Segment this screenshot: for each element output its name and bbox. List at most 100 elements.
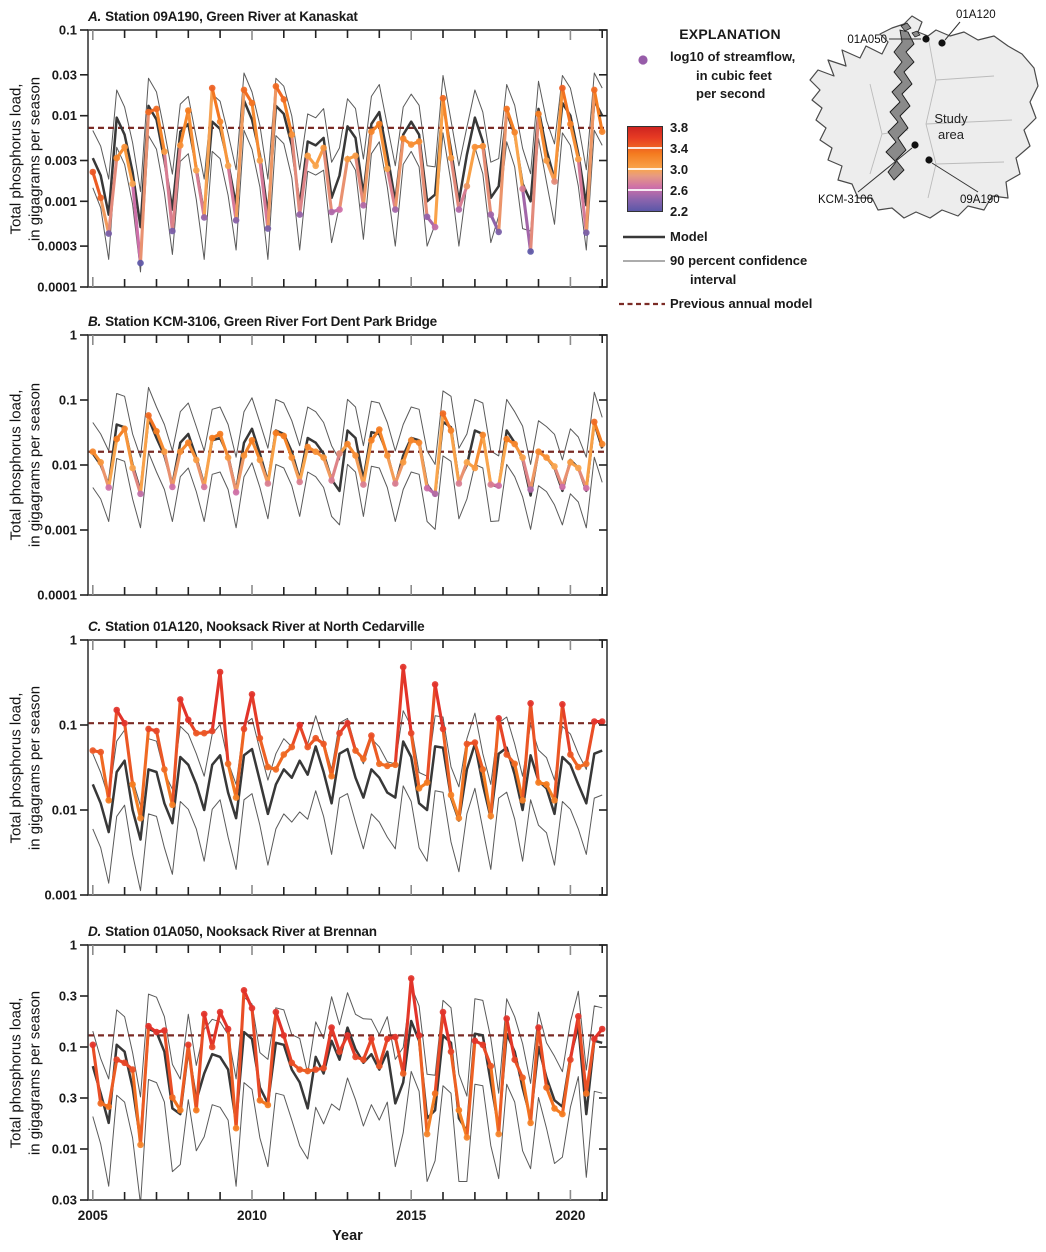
series-group xyxy=(88,72,607,273)
observed-segment xyxy=(250,101,262,163)
data-point xyxy=(368,1035,375,1043)
observed-segment xyxy=(369,734,381,766)
data-point xyxy=(280,1032,288,1039)
observed-segment xyxy=(226,164,238,222)
observed-segment xyxy=(266,84,278,231)
observed-segment xyxy=(457,1108,469,1139)
map-land xyxy=(809,15,1039,219)
data-point xyxy=(200,729,208,737)
previous-annual-model-legend-label: Previous annual model xyxy=(670,296,813,311)
observed-segment xyxy=(361,1037,373,1062)
data-point xyxy=(399,459,407,466)
data-point xyxy=(352,452,359,459)
data-point xyxy=(559,1110,566,1118)
observed-segment xyxy=(552,464,564,489)
observed-segment xyxy=(489,716,501,818)
observed-segment xyxy=(138,413,151,496)
observed-segment xyxy=(99,196,111,236)
data-point xyxy=(113,1056,120,1063)
data-point xyxy=(153,105,160,113)
data-point xyxy=(344,1032,351,1039)
data-point xyxy=(208,84,216,92)
data-point xyxy=(224,162,232,170)
observed-segment xyxy=(377,428,389,458)
data-point xyxy=(113,706,120,714)
data-point xyxy=(232,794,240,801)
observed-segment xyxy=(449,793,461,820)
data-point xyxy=(129,781,136,788)
data-point xyxy=(328,1024,335,1031)
observed-segment xyxy=(186,1043,198,1112)
observed-segment xyxy=(536,1026,549,1090)
observed-segment xyxy=(194,1012,206,1112)
data-point xyxy=(288,454,296,461)
data-point xyxy=(567,751,574,758)
observed-segment xyxy=(226,1027,238,1130)
data-point xyxy=(256,1097,264,1104)
panel-b-title-text: Station KCM-3106, Green River Fort Dent … xyxy=(105,314,437,329)
data-point xyxy=(113,154,120,162)
observed-segment xyxy=(154,107,166,154)
observed-segment xyxy=(393,665,405,767)
y-tick-label: 0.01 xyxy=(52,803,77,818)
y-tick-label: 0.3 xyxy=(59,1091,77,1106)
y-tick-label: 0.0003 xyxy=(37,239,77,254)
data-point xyxy=(232,1124,240,1132)
y-ticks: 1 0.1 0.01 0.001 0.0001 xyxy=(37,328,607,603)
observed-segment xyxy=(441,1010,453,1054)
observed-segment xyxy=(178,1043,190,1112)
streamflow-colorbar xyxy=(627,126,663,212)
observed-segment xyxy=(123,427,135,470)
observed-segment xyxy=(393,137,405,212)
data-point xyxy=(232,489,240,496)
data-point xyxy=(447,154,455,162)
y-tick-label: 0.01 xyxy=(52,108,77,123)
data-point xyxy=(407,729,415,737)
data-point xyxy=(463,740,471,748)
data-point xyxy=(161,448,168,455)
observed-segment xyxy=(226,762,238,800)
observed-segment xyxy=(258,158,270,231)
observed-segment xyxy=(465,1039,477,1139)
study-area-map: 01A050 01A120 KCM-3106 09A190 Study area xyxy=(809,9,1039,219)
data-point xyxy=(559,483,566,491)
data-point xyxy=(567,459,574,466)
observed-segment xyxy=(449,428,461,486)
data-point xyxy=(399,663,407,671)
observed-segment xyxy=(202,86,214,219)
data-point xyxy=(360,481,367,488)
data-point xyxy=(384,452,391,459)
y-ticks: 0.1 0.03 0.01 0.003 0.001 0.0003 0.0001 xyxy=(37,23,607,295)
panel-c-letter: C. xyxy=(88,619,102,634)
data-point xyxy=(487,1062,495,1070)
ci-upper-line xyxy=(92,985,603,1098)
observed-segment xyxy=(521,456,533,492)
data-point xyxy=(431,681,439,688)
data-point xyxy=(320,1064,327,1072)
map-islands xyxy=(900,22,921,38)
data-point xyxy=(535,779,542,786)
data-point xyxy=(503,1015,511,1022)
observed-segment xyxy=(131,466,143,496)
x-axis-label-year: Year xyxy=(332,1228,363,1244)
observed-segment xyxy=(409,976,421,1037)
data-point xyxy=(264,763,272,771)
observed-segment xyxy=(234,727,246,800)
data-point xyxy=(240,725,248,733)
data-point xyxy=(129,180,136,188)
data-point xyxy=(527,248,534,255)
observed-line xyxy=(91,84,604,265)
data-point xyxy=(583,760,590,768)
data-point xyxy=(240,987,248,994)
data-point xyxy=(200,1010,208,1018)
observed-segment xyxy=(210,1010,222,1049)
observed-points xyxy=(89,83,606,267)
y-tick-label: 0.001 xyxy=(44,523,77,538)
observed-segment xyxy=(131,182,143,265)
observed-segment xyxy=(560,86,572,126)
data-point xyxy=(145,1022,152,1030)
data-point xyxy=(447,427,455,434)
data-point xyxy=(376,120,383,128)
ci-lower-line xyxy=(92,785,603,892)
